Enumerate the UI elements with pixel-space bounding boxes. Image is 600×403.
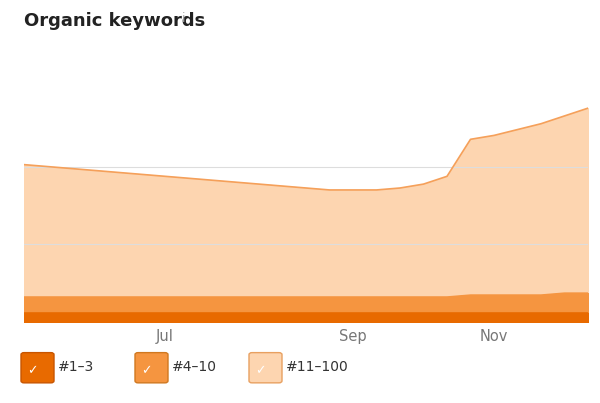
Text: #4–10: #4–10 — [172, 360, 217, 374]
Text: #11–100: #11–100 — [286, 360, 349, 374]
Text: ✓: ✓ — [28, 364, 38, 377]
Text: #1–3: #1–3 — [58, 360, 94, 374]
Text: i: i — [178, 12, 185, 25]
Text: ✓: ✓ — [256, 364, 266, 377]
Text: ✓: ✓ — [142, 364, 152, 377]
Text: Organic keywords: Organic keywords — [24, 12, 205, 30]
